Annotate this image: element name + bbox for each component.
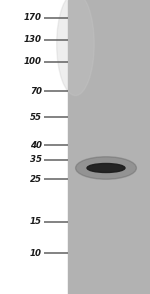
Ellipse shape — [87, 163, 125, 173]
Text: 15: 15 — [30, 218, 42, 226]
Text: 100: 100 — [24, 58, 42, 66]
Ellipse shape — [76, 157, 136, 179]
Ellipse shape — [57, 0, 94, 96]
Text: 170: 170 — [24, 14, 42, 23]
Text: 40: 40 — [30, 141, 42, 150]
Bar — [0, 0, 68, 294]
Text: 10: 10 — [30, 248, 42, 258]
Text: 25: 25 — [30, 175, 42, 183]
Text: 130: 130 — [24, 36, 42, 44]
Text: 55: 55 — [30, 113, 42, 121]
Text: 70: 70 — [30, 86, 42, 96]
Bar — [68, 0, 150, 294]
Text: 35: 35 — [30, 156, 42, 165]
